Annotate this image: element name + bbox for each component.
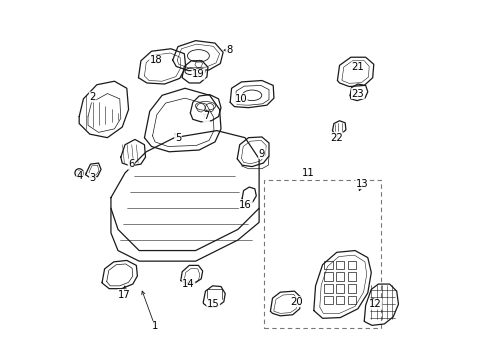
Text: 22: 22 xyxy=(330,133,343,143)
Text: 7: 7 xyxy=(203,112,209,121)
Text: 12: 12 xyxy=(369,299,382,309)
Text: 11: 11 xyxy=(302,168,315,178)
Text: 16: 16 xyxy=(239,200,252,210)
Bar xyxy=(348,261,356,269)
Bar xyxy=(336,261,344,269)
Text: 8: 8 xyxy=(226,45,232,55)
Text: 10: 10 xyxy=(234,94,247,104)
Text: 15: 15 xyxy=(207,299,220,309)
Bar xyxy=(336,273,344,281)
Bar xyxy=(348,284,356,293)
Bar xyxy=(324,296,333,304)
Text: 20: 20 xyxy=(290,297,302,307)
Bar xyxy=(348,296,356,304)
Text: 17: 17 xyxy=(118,290,131,300)
Text: 23: 23 xyxy=(352,89,364,99)
Bar xyxy=(324,273,333,281)
Text: 9: 9 xyxy=(259,149,265,158)
Bar xyxy=(265,180,381,328)
Bar xyxy=(324,284,333,293)
Text: 14: 14 xyxy=(182,279,195,289)
Text: 21: 21 xyxy=(351,62,364,72)
Text: 13: 13 xyxy=(356,179,368,189)
Bar xyxy=(348,273,356,281)
Text: 5: 5 xyxy=(175,133,181,143)
Text: 3: 3 xyxy=(90,173,96,183)
Text: 4: 4 xyxy=(77,171,83,181)
Text: 1: 1 xyxy=(152,321,158,332)
Text: 6: 6 xyxy=(128,159,135,169)
Text: 19: 19 xyxy=(192,69,205,79)
Text: 18: 18 xyxy=(150,55,162,65)
Text: 2: 2 xyxy=(89,92,96,102)
Bar xyxy=(324,261,333,269)
Bar xyxy=(336,296,344,304)
Bar xyxy=(336,284,344,293)
